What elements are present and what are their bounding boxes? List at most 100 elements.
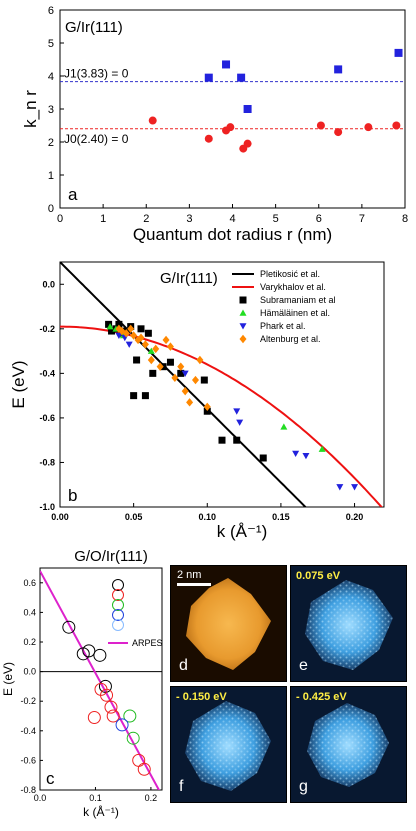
data-point (148, 116, 157, 125)
y-tick-label: 0.2 (23, 637, 36, 647)
data-point (237, 73, 246, 82)
data-point (394, 48, 403, 57)
data-point (203, 407, 211, 415)
y-tick-label: 0.4 (23, 607, 36, 617)
data-point (162, 335, 170, 345)
stm-image-f: - 0.150 eV f (170, 686, 287, 803)
data-point (177, 369, 185, 377)
x-tick-label: 1 (100, 213, 106, 225)
data-point (364, 123, 373, 132)
legend-marker (239, 296, 247, 304)
data-point (200, 376, 208, 384)
y-tick-label: -1.0 (39, 502, 55, 512)
x-tick-label: 7 (359, 213, 365, 225)
data-point (292, 450, 300, 458)
y-tick-label: -0.8 (20, 785, 36, 795)
x-tick-label: 0.20 (346, 512, 364, 522)
energy-label-g: - 0.425 eV (296, 691, 347, 703)
legend-marker (112, 579, 124, 591)
data-point (137, 325, 145, 333)
data-point (127, 324, 135, 334)
data-point (104, 700, 118, 714)
x-tick-label: 3 (186, 213, 192, 225)
legend-label: Subramaniam et al (260, 295, 336, 305)
x-tick-label: 5 (273, 213, 279, 225)
x-tick-label: 4 (229, 213, 235, 225)
scale-bar-label: 2 nm (177, 569, 202, 581)
data-point (130, 392, 138, 400)
data-point (132, 753, 146, 767)
energy-label-f: - 0.150 eV (176, 691, 227, 703)
data-point (93, 648, 107, 662)
x-tick-label: 0.05 (125, 512, 143, 522)
y-axis-label: E (eV) (9, 360, 28, 408)
y-tick-label: 5 (48, 38, 54, 50)
data-point (115, 320, 123, 328)
data-point (218, 436, 226, 444)
data-point (181, 386, 189, 396)
data-point (62, 620, 76, 634)
legend-marker (239, 323, 247, 330)
data-point (334, 128, 343, 137)
plot-frame (59, 9, 406, 209)
data-point (233, 436, 241, 444)
y-tick-label: -0.6 (20, 755, 36, 765)
data-point (259, 454, 267, 462)
data-point (115, 332, 123, 339)
chart-title: G/O/Ir(111) (74, 548, 148, 565)
data-point (351, 484, 359, 491)
x-axis-label: Quantum dot radius r (nm) (133, 225, 332, 244)
data-point (336, 484, 344, 491)
legend-marker (112, 599, 124, 611)
data-point (125, 341, 133, 348)
y-tick-label: 6 (48, 5, 54, 17)
x-tick-label: 8 (402, 213, 408, 225)
energy-label-e: 0.075 eV (296, 570, 341, 582)
panel-label-g: g (299, 778, 308, 795)
chart-a: 0 1 2 3 4 5 6 7 8 0 1 2 3 4 5 6 J1(3.83) = 0 J0(2.40) = 0… (21, 5, 408, 244)
data-point (126, 731, 140, 745)
panel-label: c (46, 769, 55, 788)
data-point (166, 342, 174, 351)
x-tick-label: 0 (57, 213, 63, 225)
data-point (316, 121, 325, 130)
data-point (203, 402, 211, 411)
legend-marker (112, 589, 124, 601)
y-axis-label: k_n r (21, 90, 40, 128)
legend-label: Hämäläinen et al. (260, 308, 330, 318)
y-tick-label: -0.6 (39, 413, 55, 423)
data-point (392, 121, 401, 130)
x-axis-label: k (Å⁻¹) (83, 804, 119, 819)
data-point (181, 370, 189, 377)
x-axis-label: k (Å⁻¹) (217, 522, 268, 541)
data-point (186, 398, 194, 407)
data-point (115, 718, 129, 732)
data-point (147, 347, 155, 354)
data-point (133, 356, 141, 364)
panel-label: a (68, 185, 78, 204)
data-point (100, 688, 114, 702)
x-tick-label: 6 (316, 213, 322, 225)
data-point (106, 323, 114, 330)
model-line (60, 325, 383, 507)
chart-title: G/Ir(111) (160, 270, 218, 287)
data-point (191, 375, 199, 385)
legend-label: Varykhalov et al. (260, 282, 326, 292)
data-point (156, 362, 164, 371)
legend-label: ARPES (132, 638, 163, 648)
y-tick-label: 1 (48, 170, 54, 182)
plot-frame (39, 567, 163, 791)
data-point (141, 340, 149, 349)
y-tick-label: 2 (48, 137, 54, 149)
legend-marker (112, 619, 124, 631)
data-point (243, 105, 252, 113)
data-point (149, 369, 157, 377)
data-point (204, 134, 213, 143)
y-tick-label: 0.6 (23, 578, 36, 588)
y-tick-label: 4 (48, 71, 54, 83)
legend-label: Altenburg et al. (260, 334, 321, 344)
data-point (152, 344, 160, 354)
data-point (177, 362, 185, 371)
data-point (130, 331, 138, 340)
